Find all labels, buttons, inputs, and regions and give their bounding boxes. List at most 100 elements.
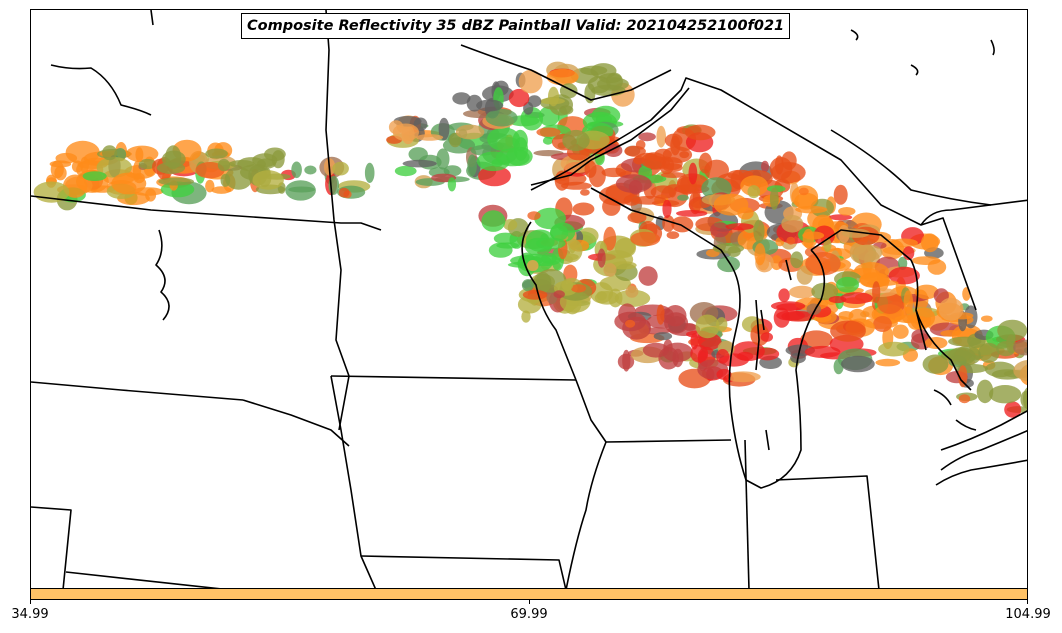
paintball-blob: [82, 171, 107, 182]
paintball-blob: [614, 289, 651, 307]
paintball-blob: [615, 174, 652, 194]
paintball-blob: [716, 368, 732, 380]
paintball-blob: [684, 124, 716, 141]
map-title-box: Composite Reflectivity 35 dBZ Paintball …: [241, 13, 791, 39]
wi-mn-border: [521, 221, 577, 381]
paintball-blob: [761, 160, 769, 173]
mn-ia-border: [330, 375, 577, 381]
paintball-blob: [727, 246, 741, 257]
paintball-blob: [840, 292, 873, 304]
reflectivity-paintballs: [33, 61, 1027, 418]
paintball-blob: [914, 284, 939, 300]
paintball-blob: [584, 160, 597, 178]
paintball-blob: [160, 181, 195, 198]
paintball-blob: [580, 65, 608, 76]
canada-coast: [830, 129, 992, 206]
paintball-blob: [690, 333, 699, 350]
lake-superior-north-shore: [460, 44, 672, 101]
paintball-blob: [889, 238, 919, 248]
paintball-blob: [791, 185, 819, 209]
paintball-blob: [485, 108, 518, 127]
georgian-bay-shore: [920, 199, 1027, 226]
paintball-blob: [805, 252, 841, 276]
state-borders: [31, 10, 1027, 588]
paintball-blob: [332, 161, 349, 176]
paintball-blob: [71, 160, 84, 173]
paintball-blob: [804, 345, 841, 358]
paintball-blob: [252, 170, 284, 190]
paintball-blob: [487, 127, 521, 151]
paintball-blob: [802, 228, 815, 249]
paintball-blob: [976, 379, 994, 404]
paintball-blob: [630, 231, 661, 247]
paintball-blob: [96, 157, 132, 178]
paintball-blob: [571, 284, 586, 293]
paintball-blob: [921, 233, 939, 253]
paintball-blob: [859, 272, 888, 288]
paintball-blob: [562, 129, 590, 152]
paintball-blob: [836, 276, 859, 293]
paintball-blob: [594, 291, 620, 305]
paintball-blob: [1013, 359, 1027, 382]
paintball-blob: [778, 288, 790, 303]
paintball-blob: [561, 279, 574, 291]
paintball-blob: [958, 365, 968, 388]
paintball-blob: [534, 207, 566, 230]
in-oh-border: [775, 475, 880, 588]
paintball-blob: [572, 202, 595, 216]
colorbar-label-max: 104.99: [1005, 607, 1051, 622]
paintball-blob: [770, 162, 806, 184]
paintball-blob: [716, 349, 730, 364]
paintball-blob: [641, 152, 667, 170]
paintball-blob: [662, 215, 675, 232]
ontario-lower: [935, 459, 1027, 486]
lake-huron-shore: [810, 229, 972, 391]
us-canada-border: [31, 195, 382, 231]
paintball-blob: [781, 215, 804, 233]
paintball-blob: [495, 148, 530, 167]
paintball-blob: [138, 158, 157, 170]
paintball-blob: [111, 172, 147, 195]
colorbar: [30, 588, 1028, 600]
paintball-blob: [989, 385, 1022, 404]
paintball-blob: [158, 177, 195, 186]
lake-erie-shore: [940, 410, 1027, 451]
paintball-blob: [924, 337, 948, 349]
paintball-blob: [205, 148, 228, 159]
paintball-blob: [288, 186, 316, 193]
ontario-shore: [940, 429, 1027, 471]
paintball-blob: [578, 227, 599, 244]
paintball-blob: [717, 256, 740, 273]
paintball-blob: [922, 354, 949, 374]
colorbar-tick-mid: [529, 600, 530, 604]
paintball-blob: [760, 332, 773, 342]
paintball-blob: [875, 358, 901, 367]
il-in-border: [744, 439, 750, 588]
paintball-blob: [536, 127, 561, 137]
map-title: Composite Reflectivity 35 dBZ Paintball …: [247, 18, 785, 34]
paintball-blob: [394, 165, 417, 177]
paintball-blob: [55, 152, 78, 164]
paintball-blob: [938, 297, 964, 321]
paintball-blob: [838, 311, 854, 320]
paintball-blob: [488, 242, 513, 258]
lake-huron-islands: [915, 309, 927, 351]
paintball-blob: [145, 188, 157, 202]
paintball-blob: [481, 210, 506, 232]
paintball-blob: [838, 207, 856, 216]
paintball-blob: [833, 358, 844, 375]
paintball-blob: [788, 285, 816, 299]
paintball-blob: [291, 161, 302, 179]
paintball-blob: [521, 310, 531, 323]
lake-st-clair: [933, 389, 952, 406]
paintball-blob: [622, 316, 651, 340]
paintball-blob: [559, 105, 574, 115]
paintball-blob: [769, 187, 779, 210]
paintball-blob: [978, 342, 1000, 363]
paintball-blob: [677, 194, 689, 201]
paintball-blob: [713, 193, 749, 216]
ks-ne-border: [65, 571, 221, 588]
paintball-blob: [828, 296, 847, 304]
paintball-blob: [897, 256, 908, 270]
paintball-blob: [786, 236, 796, 245]
